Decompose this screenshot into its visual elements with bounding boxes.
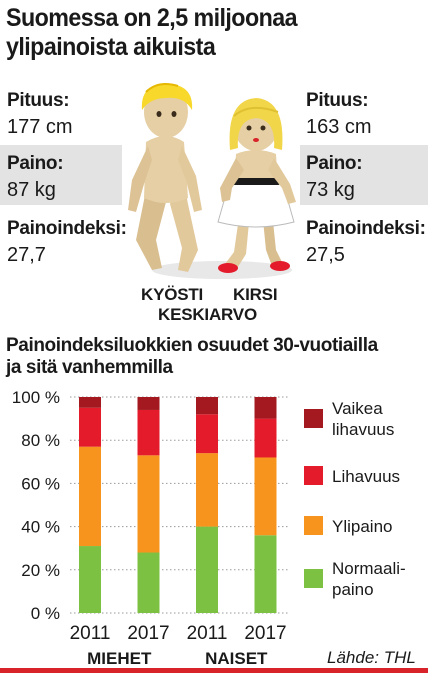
legend-swatch [304,569,323,588]
x-tick-label: 2017 [127,623,169,644]
source-label: Lähde: THL [327,648,416,667]
bar-segment [196,397,218,415]
group-label: NAISET [205,649,268,668]
average-label: KESKIARVO [158,305,257,324]
y-tick-label: 80 % [21,431,60,450]
female-height-label: Pituus: [306,90,369,111]
chart-title-line-2: ja sitä vanhemmilla [6,357,173,378]
female-height-value: 163 cm [306,116,372,138]
bar-segment [196,453,218,527]
chart-title: Painoindeksiluokkien osuudet 30-vuotiail… [6,335,426,379]
female-figure [217,98,296,273]
x-tick-label: 2017 [244,623,286,644]
legend-label-cont: lihavuus [332,420,394,439]
y-tick-label: 0 % [31,604,60,623]
title-line-2: ylipainoista aikuista [6,33,216,61]
stacked-bar-chart: 0 % 20 % 40 % 60 % 80 % 100 % 2011 2017 2011 2017… [12,388,406,668]
male-weight-value: 87 kg [7,179,56,201]
bar-segment [254,457,277,536]
x-tick-label: 2011 [187,623,228,644]
bottom-accent-rule [0,668,428,673]
chart-title-line-1: Painoindeksiluokkien osuudet 30-vuotiail… [6,335,378,356]
legend-label: Ylipaino [332,517,393,536]
female-bmi-value: 27,5 [306,244,345,266]
legend-swatch [304,466,323,485]
male-bmi-value: 27,7 [7,244,46,266]
bar-segment [254,397,277,419]
title-line-1: Suomessa on 2,5 miljoonaa [6,4,298,32]
legend-label-cont: paino [332,580,374,599]
male-bmi-label: Painoindeksi: [7,218,127,239]
bar-segment [137,552,160,613]
y-tick-label: 60 % [21,474,60,493]
legend-swatch [304,409,323,428]
page-title: Suomessa on 2,5 miljoonaa ylipainoista a… [6,4,397,62]
bar-segment [196,414,218,454]
female-skirt [217,179,295,228]
y-tick-label: 40 % [21,518,60,537]
bar-segment [254,418,277,458]
female-weight-label: Paino: [306,153,363,174]
legend-swatch [304,516,323,535]
y-tick-label: 100 % [12,388,60,407]
bar-segment [254,535,277,613]
bar-segment [137,397,160,410]
male-name-label: KYÖSTI [141,285,204,304]
legend-label: Vaikea [332,399,383,418]
female-weight-value: 73 kg [306,179,355,201]
male-weight-label: Paino: [7,153,64,174]
figures-illustration [128,83,296,279]
bar-segment [137,455,160,553]
legend-label: Normaali- [332,559,406,578]
bar-segment [79,407,101,447]
male-weight-band [0,145,122,205]
bar-segment [137,409,160,456]
bar-segment [79,546,101,613]
chart-labels: 0 % 20 % 40 % 60 % 80 % 100 % 2011 2017 2011 2017… [12,388,287,668]
group-label: MIEHET [87,649,152,668]
female-name-label: KIRSI [233,285,278,304]
male-figure [128,83,202,272]
male-height-label: Pituus: [7,90,70,111]
chart-legend: Vaikea lihavuus Lihavuus Ylipaino Normaali-p… [304,399,406,599]
male-hair [141,84,193,110]
bar-segment [79,446,101,547]
male-height-value: 177 cm [7,116,73,138]
chart-bars [79,397,277,613]
x-tick-label: 2011 [70,623,111,644]
female-weight-band [300,145,428,205]
bar-segment [196,526,218,613]
bar-segment [79,397,101,408]
chart-grid [70,396,288,614]
y-tick-label: 20 % [21,561,60,580]
female-bmi-label: Painoindeksi: [306,218,426,239]
legend-label: Lihavuus [332,467,400,486]
